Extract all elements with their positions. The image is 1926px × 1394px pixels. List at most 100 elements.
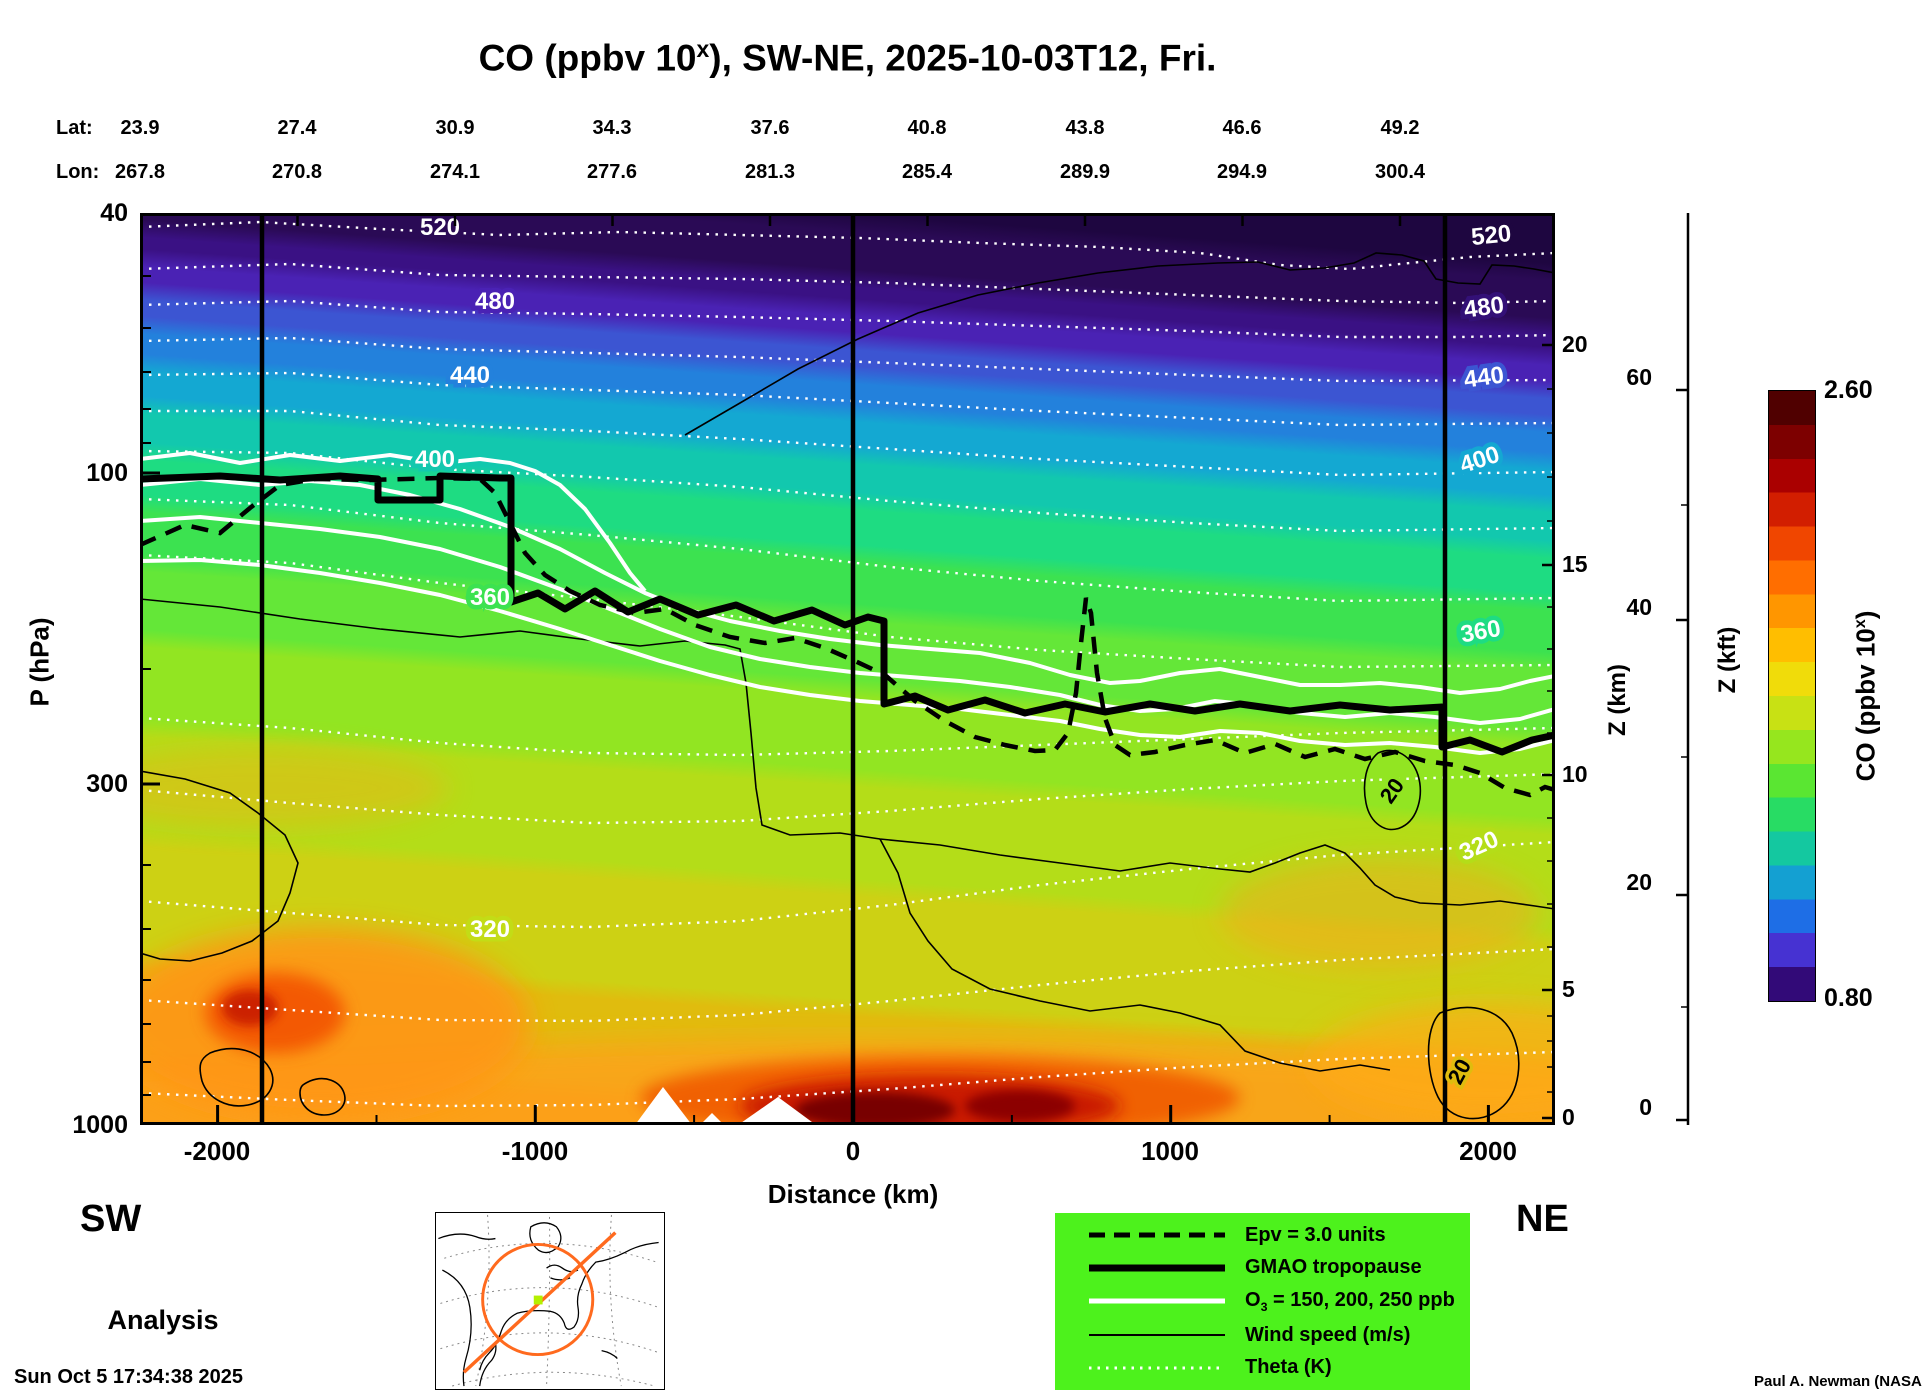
zkm-tick-label: 20 (1562, 331, 1588, 357)
lon-value: 270.8 (271, 161, 323, 183)
lat-value: 23.9 (120, 117, 160, 139)
wind-speed-contours (140, 252, 1555, 1120)
lat-value: 37.6 (750, 117, 790, 139)
legend-item-wind: Wind speed (m/s) (1087, 1324, 1470, 1347)
title-superscript: x (696, 36, 710, 62)
cross-section-plot: 520 480 440 400 360 320 520 480 440 400 … (140, 213, 1555, 1125)
colorbar-title-suffix: ) (1850, 610, 1881, 620)
colorbar (1768, 390, 1816, 1002)
coastlines (438, 1222, 659, 1387)
lat-value: 27.4 (277, 117, 317, 139)
colorbar-title-prefix: CO (ppbv 10 (1850, 628, 1881, 782)
legend-label: Epv = 3.0 units (1245, 1223, 1386, 1246)
legend-label: Theta (K) (1245, 1356, 1332, 1379)
colorbar-title: CO (ppbv 10x) (1851, 611, 1882, 782)
zkft-axis-title: Z (kft) (1714, 626, 1741, 694)
credit: Paul A. Newman (NASA (1754, 1373, 1922, 1390)
zkm-tick-label: 5 (1562, 976, 1575, 1002)
svg-text:400: 400 (415, 446, 455, 473)
svg-text:320: 320 (470, 916, 510, 943)
title-prefix: CO (ppbv 10 (478, 37, 697, 79)
thick-line-sample (1089, 1264, 1225, 1272)
lat-value: 46.6 (1222, 117, 1262, 139)
dotted-white-line-sample (1089, 1366, 1225, 1370)
x-tick-label: -1000 (501, 1136, 569, 1166)
legend-label: GMAO tropopause (1245, 1256, 1422, 1279)
legend-label: Wind speed (m/s) (1245, 1323, 1411, 1346)
graticule-lines (440, 1214, 659, 1387)
zkm-tick-label: 10 (1562, 761, 1588, 787)
tropopause-line (140, 472, 1555, 756)
x-tick-label: 0 (845, 1136, 861, 1166)
endpoint-sw: SW (80, 1198, 142, 1240)
p-tick-label: 1000 (72, 1111, 128, 1139)
p-tick-label: 40 (100, 199, 128, 227)
dashed-line-sample (1089, 1232, 1225, 1238)
lat-value: 43.8 (1065, 117, 1105, 139)
zkft-tick-label: 40 (1626, 594, 1652, 620)
legend: Epv = 3.0 units GMAO tropopause O3 = 150… (1055, 1213, 1470, 1390)
x-tick-label: 2000 (1459, 1136, 1517, 1166)
pressure-axis-title: P (hPa) (24, 617, 55, 707)
o3-label-pre: O (1245, 1288, 1261, 1311)
thin-line-sample (1089, 1334, 1225, 1337)
svg-text:480: 480 (475, 288, 515, 315)
zkm-tick-label: 15 (1562, 551, 1588, 577)
lon-value: 281.3 (744, 161, 796, 183)
lat-value: 40.8 (907, 117, 947, 139)
svg-text:440: 440 (450, 362, 490, 389)
x-axis-title: Distance (km) (767, 1179, 939, 1209)
theta-contours (140, 220, 1555, 1108)
o3-label-sub: 3 (1260, 1299, 1268, 1314)
colorbar-min-label: 0.80 (1824, 984, 1873, 1012)
epv-contour (140, 475, 1555, 798)
zkft-tick-label: 20 (1626, 869, 1652, 895)
zkft-tick-label: 0 (1639, 1094, 1652, 1120)
theta-labels-left: 520 480 440 400 360 320 (410, 213, 519, 948)
zkft-tick-label: 60 (1626, 364, 1652, 390)
title-suffix: ), SW-NE, 2025-10-03T12, Fri. (709, 37, 1217, 79)
legend-label: O3 = 150, 200, 250 ppb (1245, 1289, 1455, 1314)
svg-text:520: 520 (420, 214, 460, 241)
lon-value: 277.6 (586, 161, 638, 183)
co-filled-contour-field (140, 213, 1555, 1125)
endpoint-ne: NE (1516, 1198, 1569, 1240)
p-tick-label: 300 (86, 770, 128, 798)
legend-item-tropopause: GMAO tropopause (1087, 1256, 1470, 1279)
lon-axis-label: Lon: (56, 161, 100, 183)
colorbar-max-label: 2.60 (1824, 376, 1873, 404)
legend-item-theta: Theta (K) (1087, 1356, 1470, 1379)
product-label: Analysis (107, 1305, 219, 1335)
lon-value: 300.4 (1374, 161, 1426, 183)
lon-value: 274.1 (429, 161, 481, 183)
legend-item-epv: Epv = 3.0 units (1087, 1224, 1470, 1247)
zkm-tick-label: 0 (1562, 1104, 1575, 1130)
lat-value: 34.3 (592, 117, 632, 139)
lon-value: 289.9 (1059, 161, 1111, 183)
timestamp: Sun Oct 5 17:34:38 2025 (14, 1366, 244, 1388)
page-title: CO (ppbv 10x), SW-NE, 2025-10-03T12, Fri… (140, 36, 1555, 79)
p-tick-label: 100 (86, 459, 128, 487)
section-marker-lines (259, 213, 1448, 1125)
lon-value: 267.8 (114, 161, 166, 183)
lat-value: 30.9 (435, 117, 475, 139)
great-circle-ring (481, 1242, 595, 1357)
svg-text:520: 520 (1470, 220, 1513, 251)
svg-text:440: 440 (1462, 361, 1505, 393)
lon-value: 294.9 (1216, 161, 1268, 183)
zkm-axis-title: Z (km) (1604, 664, 1631, 736)
svg-text:360: 360 (470, 584, 510, 611)
plot-frame (140, 213, 1555, 1125)
lat-value: 49.2 (1380, 117, 1420, 139)
map-inset-graphic (438, 1214, 659, 1387)
zkft-axis (1676, 213, 1690, 1125)
svg-text:480: 480 (1462, 291, 1505, 323)
map-inset (435, 1212, 665, 1390)
section-center-marker (533, 1295, 543, 1305)
lat-axis-label: Lat: (56, 117, 93, 139)
x-tick-label: 1000 (1141, 1136, 1199, 1166)
legend-item-ozone: O3 = 150, 200, 250 ppb (1087, 1289, 1470, 1314)
colorbar-title-sup: x (1850, 619, 1869, 629)
x-tick-label: -2000 (183, 1136, 251, 1166)
